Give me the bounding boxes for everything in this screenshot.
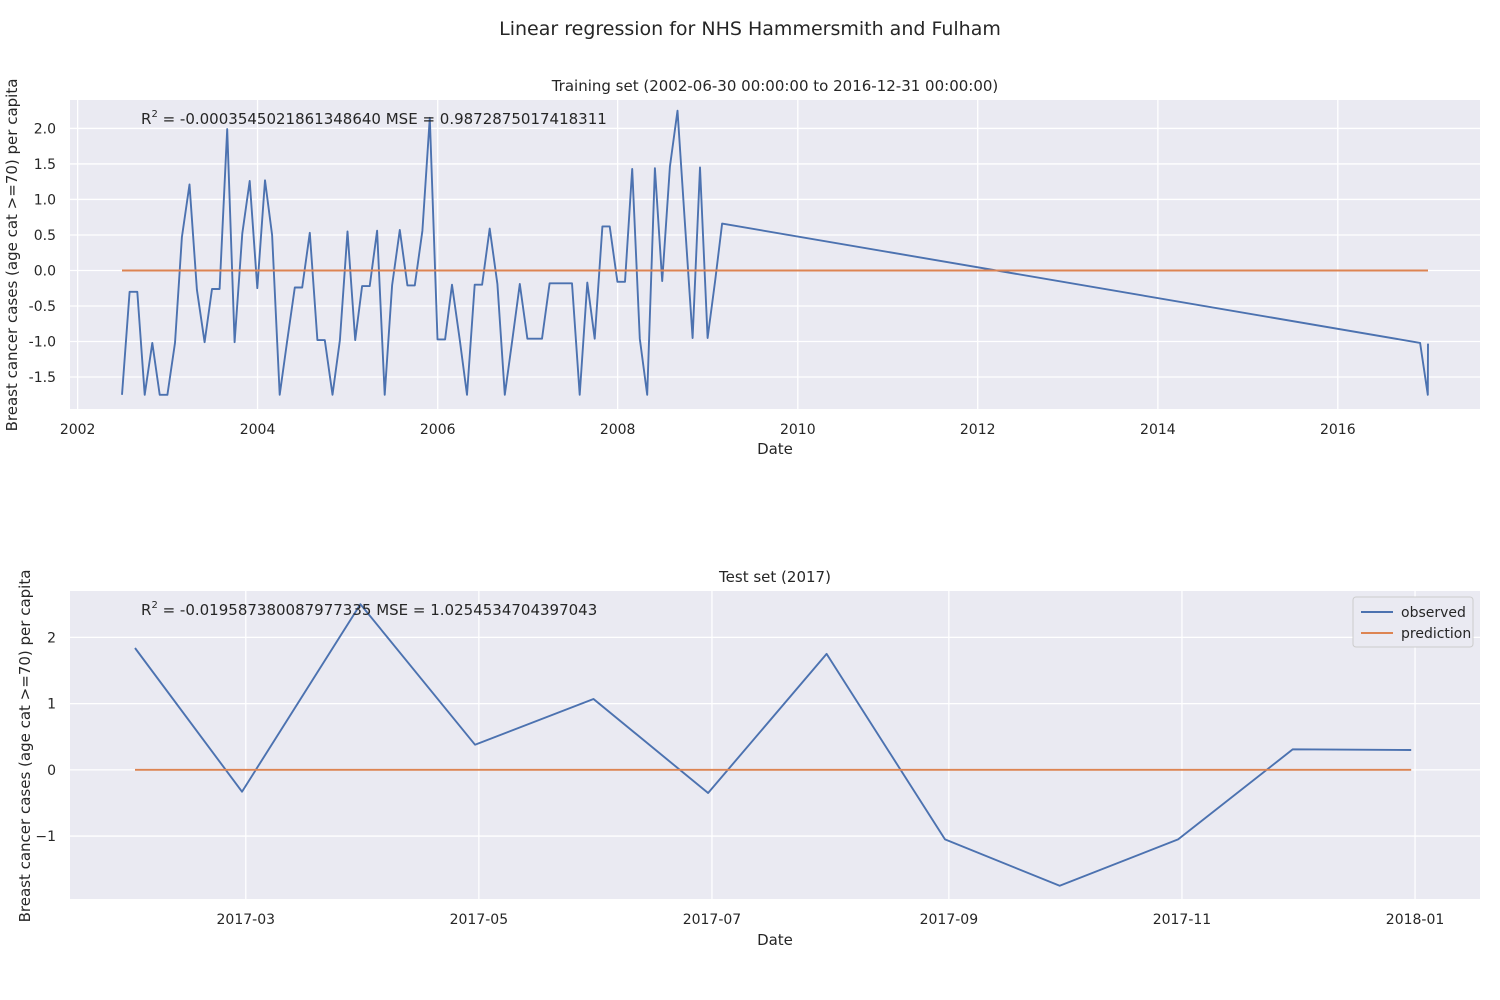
metrics-annotation: R2 = -0.0003545021861348640 MSE = 0.9872… [141,109,607,128]
plot-background [70,591,1480,899]
training-xlabel: Date [757,440,793,458]
y-tick-label: -1.5 [29,370,56,386]
y-tick-label: −1 [35,829,56,845]
x-tick-label: 2010 [780,422,816,438]
observed-series-line [134,603,1412,887]
x-tick-label: 2017-05 [450,912,509,928]
mse-value: MSE = 0.9872875017418311 [381,110,607,128]
training-set-title: Training set (2002-06-30 00:00:00 to 201… [551,77,999,95]
x-tick-label: 2008 [600,422,636,438]
test-xlabel: Date [757,931,793,949]
r2-value: = -0.0003545021861348640 [158,110,381,128]
r2-value: = -0.01958738008797733 [158,601,362,619]
x-tick-label: 2017-11 [1153,912,1212,928]
mse-value: 5 MSE = 1.0254534704397043 [362,601,597,619]
x-tick-label: 2014 [1140,422,1176,438]
test-set-panel: 2017-03 2017-05 2017-07 2017-09 2017-11 2018-… [16,568,1480,949]
y-tick-label: 0 [47,763,56,779]
x-tick-label: 2017-07 [683,912,742,928]
figure-suptitle: Linear regression for NHS Hammersmith an… [499,18,1001,40]
x-tick-label: 2017-03 [217,912,276,928]
observed-series-line [121,109,1429,396]
y-tick-label: 0.5 [34,228,56,244]
plot-background [70,100,1480,409]
r2-label: R [141,110,151,128]
x-tick-label: 2012 [960,422,996,438]
y-tick-label: 1.5 [34,157,56,173]
y-tick-label: 1 [47,697,56,713]
x-tick-label: 2017-09 [920,912,979,928]
y-tick-label: 1.0 [34,192,56,208]
x-tick-label: 2006 [420,422,456,438]
x-tick-label: 2004 [240,422,276,438]
training-set-panel: 2002 2004 2006 2008 2010 2012 2014 2016 2.0 1.5 1.… [3,77,1480,458]
plot-area: 2002 2004 2006 2008 2010 2012 2014 2016 2.0 1.5 1.… [29,100,1480,438]
r2-superscript: 2 [151,109,157,120]
y-tick-label: -0.5 [29,299,56,315]
test-set-title: Test set (2017) [718,568,831,586]
prediction-legend-label: prediction [1401,626,1471,642]
training-ylabel: Breast cancer cases (age cat >=70) per c… [3,79,21,432]
legend: observed prediction [1352,596,1474,648]
y-tick-label: 2.0 [34,121,56,137]
r2-superscript: 2 [151,600,157,611]
test-ylabel: Breast cancer cases (age cat >=70) per c… [16,570,34,923]
x-tick-label: 2002 [60,422,96,438]
r2-label: R [141,601,151,619]
y-tick-label: 2 [47,630,56,646]
x-tick-label: 2016 [1320,422,1356,438]
y-tick-label: -1.0 [29,335,56,351]
plot-area: 2017-03 2017-05 2017-07 2017-09 2017-11 2018-… [35,591,1480,928]
metrics-annotation: R2 = -0.019587380087977335 MSE = 1.02545… [141,600,597,619]
x-tick-label: 2018-01 [1386,912,1445,928]
y-tick-label: 0.0 [34,263,56,279]
legend-frame [1352,596,1474,648]
observed-legend-label: observed [1401,605,1466,621]
